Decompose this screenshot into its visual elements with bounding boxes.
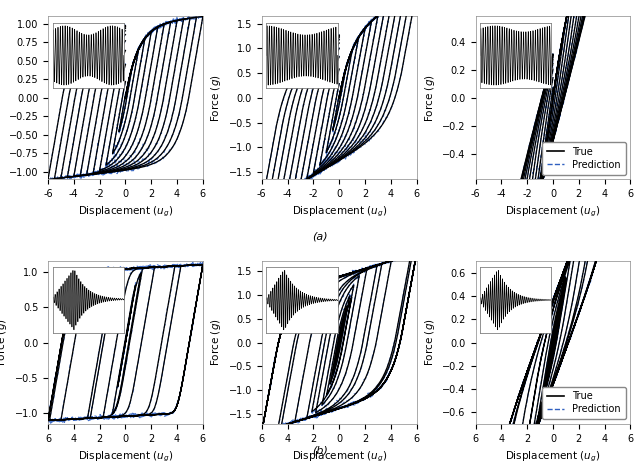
X-axis label: Displacement ($u_g$): Displacement ($u_g$) xyxy=(78,205,173,219)
Y-axis label: Force ($g$): Force ($g$) xyxy=(423,74,436,122)
X-axis label: Displacement ($u_g$): Displacement ($u_g$) xyxy=(292,449,387,464)
Y-axis label: Force ($g$): Force ($g$) xyxy=(0,319,9,366)
X-axis label: Displacement ($u_g$): Displacement ($u_g$) xyxy=(78,449,173,464)
Y-axis label: Force ($g$): Force ($g$) xyxy=(0,74,3,122)
Text: (a): (a) xyxy=(312,232,328,241)
Y-axis label: Force ($g$): Force ($g$) xyxy=(209,319,223,366)
X-axis label: Displacement ($u_g$): Displacement ($u_g$) xyxy=(292,205,387,219)
Legend: True, Prediction: True, Prediction xyxy=(542,142,625,175)
Y-axis label: Force ($g$): Force ($g$) xyxy=(209,74,223,122)
Text: (b): (b) xyxy=(312,446,328,456)
X-axis label: Displacement ($u_g$): Displacement ($u_g$) xyxy=(506,205,600,219)
Legend: True, Prediction: True, Prediction xyxy=(542,387,625,419)
X-axis label: Displacement ($u_g$): Displacement ($u_g$) xyxy=(506,449,600,464)
Y-axis label: Force ($g$): Force ($g$) xyxy=(423,319,436,366)
